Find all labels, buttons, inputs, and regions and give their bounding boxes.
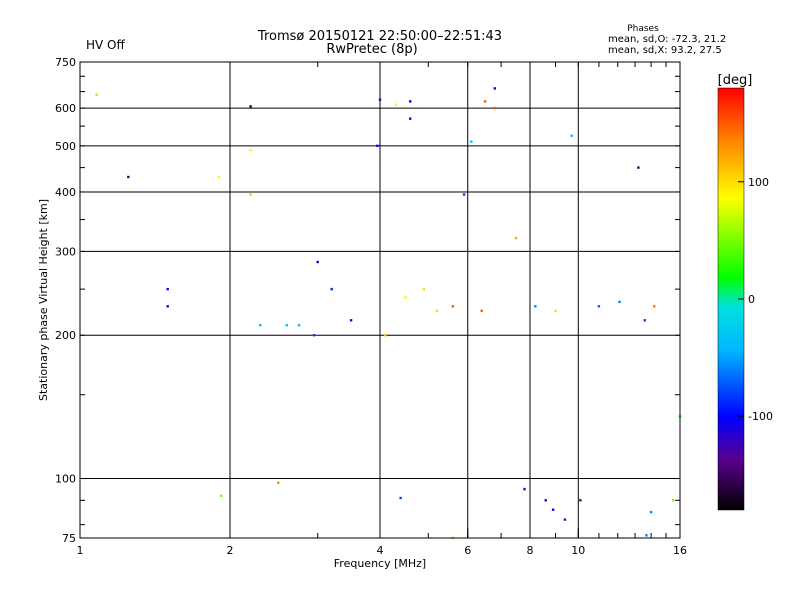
data-point xyxy=(493,87,496,90)
data-point xyxy=(483,100,487,103)
colorbar-tick-label: 100 xyxy=(748,176,769,189)
data-point xyxy=(451,305,454,308)
data-point xyxy=(409,100,412,103)
x-tick-label: 6 xyxy=(464,544,471,557)
data-point xyxy=(671,499,675,502)
y-tick-label: 750 xyxy=(55,56,76,69)
x-tick-label: 8 xyxy=(527,544,534,557)
y-tick-label: 200 xyxy=(55,329,76,342)
data-point xyxy=(554,309,557,313)
data-point xyxy=(249,105,252,108)
y-tick-label: 100 xyxy=(55,473,76,486)
y-tick-label: 75 xyxy=(62,532,76,545)
data-point xyxy=(645,534,648,537)
data-point xyxy=(220,494,223,497)
y-tick-label: 500 xyxy=(55,140,76,153)
data-point xyxy=(480,309,483,313)
data-point xyxy=(217,175,221,179)
colorbar-tick-label: -100 xyxy=(748,410,773,423)
data-point xyxy=(462,193,466,196)
data-point xyxy=(422,287,426,291)
x-tick-label: 4 xyxy=(377,544,384,557)
data-point xyxy=(493,106,496,110)
data-point xyxy=(249,193,252,196)
data-point xyxy=(399,496,402,500)
data-point xyxy=(376,144,379,147)
data-point xyxy=(643,319,646,322)
hv-status-label: HV Off xyxy=(86,38,125,52)
data-point xyxy=(166,287,169,291)
data-point xyxy=(534,305,537,308)
data-point xyxy=(563,518,567,521)
stats-x-mode: mean, sd,X: 93.2, 27.5 xyxy=(608,45,722,56)
data-point xyxy=(166,305,169,308)
data-point xyxy=(404,296,407,299)
chart-title-line2: RwPretec (8p) xyxy=(326,42,417,57)
data-point xyxy=(259,324,262,327)
data-point xyxy=(95,93,98,96)
data-point xyxy=(312,334,316,337)
data-point xyxy=(349,319,353,322)
data-point xyxy=(618,300,621,304)
data-point xyxy=(316,260,319,264)
data-point xyxy=(384,334,387,337)
data-point xyxy=(127,175,130,179)
data-point xyxy=(378,98,382,101)
data-point xyxy=(551,508,555,511)
x-axis-label: Frequency [MHz] xyxy=(334,557,426,570)
stats-o-mode: mean, sd,O: -72.3, 21.2 xyxy=(608,34,726,45)
data-point xyxy=(297,324,301,327)
data-point xyxy=(277,481,280,484)
data-point xyxy=(579,499,582,502)
data-point xyxy=(523,487,526,491)
stats-header: Phases xyxy=(627,24,659,34)
data-point xyxy=(514,236,518,240)
data-point xyxy=(394,103,397,106)
x-tick-label: 10 xyxy=(571,544,585,557)
data-point xyxy=(435,309,438,313)
data-point xyxy=(597,305,601,308)
data-point xyxy=(653,305,656,308)
x-tick-label: 1 xyxy=(77,544,84,557)
y-axis-label: Stationary phase Virtual Height [km] xyxy=(37,199,50,401)
colorbar-label: [deg] xyxy=(718,73,753,88)
y-axis-ticks: 75 100 200 300 400 500 600 750 xyxy=(55,56,680,545)
y-tick-label: 300 xyxy=(55,245,76,258)
colorbar-ticks: 100 0 -100 xyxy=(738,176,773,423)
x-axis-ticks: 1 2 4 6 8 10 16 xyxy=(77,62,687,557)
data-point xyxy=(570,134,573,137)
data-point xyxy=(330,287,333,291)
chart-title-line1: Tromsø 20150121 22:50:00–22:51:43 xyxy=(257,29,502,44)
y-tick-label: 600 xyxy=(55,102,76,115)
data-point xyxy=(637,166,640,169)
data-point xyxy=(285,324,288,327)
grid-lines xyxy=(80,62,680,538)
y-tick-label: 400 xyxy=(55,186,76,199)
data-point xyxy=(249,148,252,152)
x-tick-label: 2 xyxy=(227,544,234,557)
data-point xyxy=(544,499,547,502)
data-points xyxy=(95,87,682,540)
colorbar-tick-label: 0 xyxy=(748,293,755,306)
x-tick-label: 16 xyxy=(673,544,687,557)
data-point xyxy=(649,510,653,514)
data-point xyxy=(470,140,473,143)
data-point xyxy=(409,117,412,120)
